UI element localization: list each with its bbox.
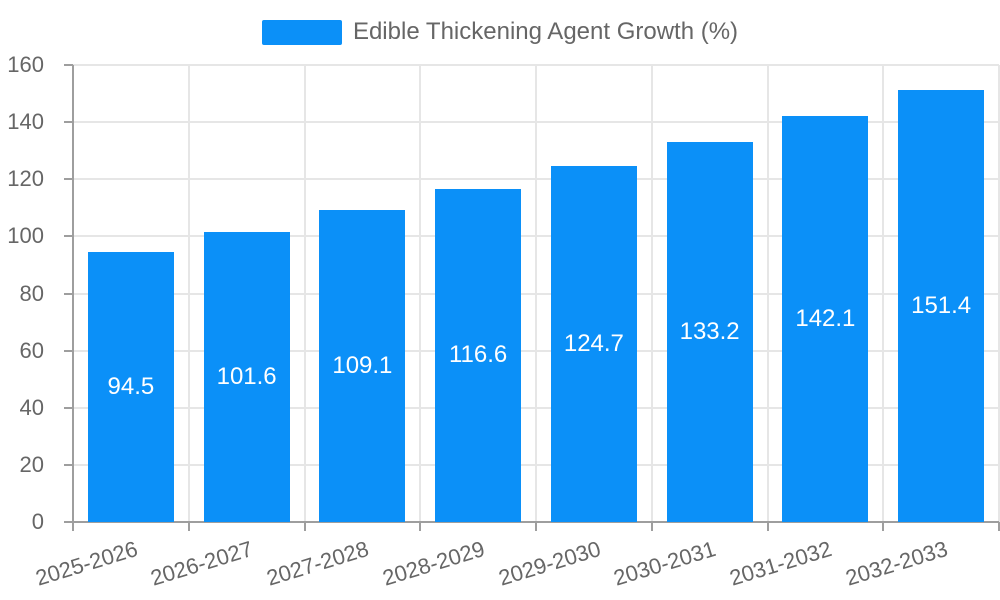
bar-value-label: 116.6 — [448, 341, 508, 369]
bar-2031-2032[interactable]: 142.1 — [782, 116, 869, 522]
bar-2027-2028[interactable]: 109.1 — [319, 210, 406, 522]
x-axis-label: 2027-2028 — [263, 536, 372, 591]
gridline-vertical — [535, 65, 537, 522]
x-axis-tick — [187, 522, 190, 531]
x-axis-tick — [882, 522, 885, 531]
bar-2030-2031[interactable]: 133.2 — [666, 141, 753, 522]
y-axis-label: 0 — [31, 509, 44, 534]
x-axis-label: 2029-2030 — [495, 536, 604, 591]
y-axis-line — [72, 65, 74, 530]
bar-2026-2027[interactable]: 101.6 — [203, 231, 290, 522]
bar-value-label: 101.6 — [216, 362, 277, 390]
bar-2028-2029[interactable]: 116.6 — [435, 188, 522, 522]
y-axis-tick — [64, 406, 73, 409]
gridline-vertical — [303, 65, 306, 522]
y-axis-tick — [64, 64, 73, 66]
y-axis-label: 140 — [7, 109, 44, 135]
x-axis-label: 2026-2027 — [148, 536, 256, 591]
bar-2025-2026[interactable]: 94.5 — [87, 252, 174, 522]
gridline-vertical — [419, 65, 422, 522]
legend[interactable]: Edible Thickening Agent Growth (%) — [0, 17, 1000, 47]
x-axis-tick — [419, 522, 422, 531]
x-axis-label: 2028-2029 — [379, 536, 488, 591]
x-axis-tick — [303, 522, 306, 531]
bar-2029-2030[interactable]: 124.7 — [550, 165, 637, 522]
gridline-vertical — [766, 65, 769, 522]
x-axis-label: 2030-2031 — [611, 536, 719, 591]
x-axis-tick — [650, 522, 653, 531]
y-axis-label: 160 — [7, 52, 44, 77]
y-axis-label: 80 — [19, 280, 44, 306]
x-axis-line — [73, 521, 999, 523]
y-axis-tick — [64, 292, 73, 295]
bar-value-label: 124.7 — [563, 329, 624, 357]
y-axis-tick — [64, 235, 73, 238]
y-axis-tick — [64, 349, 73, 352]
y-axis-tick — [64, 463, 73, 466]
x-axis-tick — [535, 522, 537, 531]
gridline-vertical — [998, 65, 1000, 522]
x-axis-label: 2025-2026 — [32, 536, 141, 591]
bar-2032-2033[interactable]: 151.4 — [898, 89, 985, 522]
gridline-vertical — [650, 65, 653, 522]
y-axis-tick — [64, 521, 73, 523]
gridline-vertical — [187, 65, 190, 522]
y-axis-tick — [64, 121, 73, 124]
legend-label: Edible Thickening Agent Growth (%) — [352, 18, 739, 45]
legend-swatch — [261, 19, 342, 45]
bar-value-label: 151.4 — [911, 291, 972, 319]
bar-value-label: 133.2 — [679, 317, 740, 345]
x-axis-label: 2031-2032 — [726, 536, 835, 591]
x-axis-label: 2032-2033 — [842, 536, 951, 591]
gridline-vertical — [882, 65, 885, 522]
y-axis-label: 20 — [19, 451, 44, 477]
bar-value-label: 109.1 — [332, 352, 393, 380]
plot-area: 94.5 2025-2026 101.6 2026-2027 109.1 2027-202… — [32, 64, 1000, 591]
y-axis-label: 60 — [19, 337, 44, 363]
y-axis-label: 100 — [7, 223, 44, 249]
bar-value-label: 142.1 — [795, 305, 856, 333]
y-axis-tick — [64, 178, 73, 181]
x-axis-tick — [766, 522, 769, 531]
y-axis-label: 120 — [7, 166, 44, 192]
bar-value-label: 94.5 — [107, 373, 155, 401]
y-axis-label: 40 — [19, 394, 44, 420]
x-axis-tick — [998, 522, 1000, 531]
